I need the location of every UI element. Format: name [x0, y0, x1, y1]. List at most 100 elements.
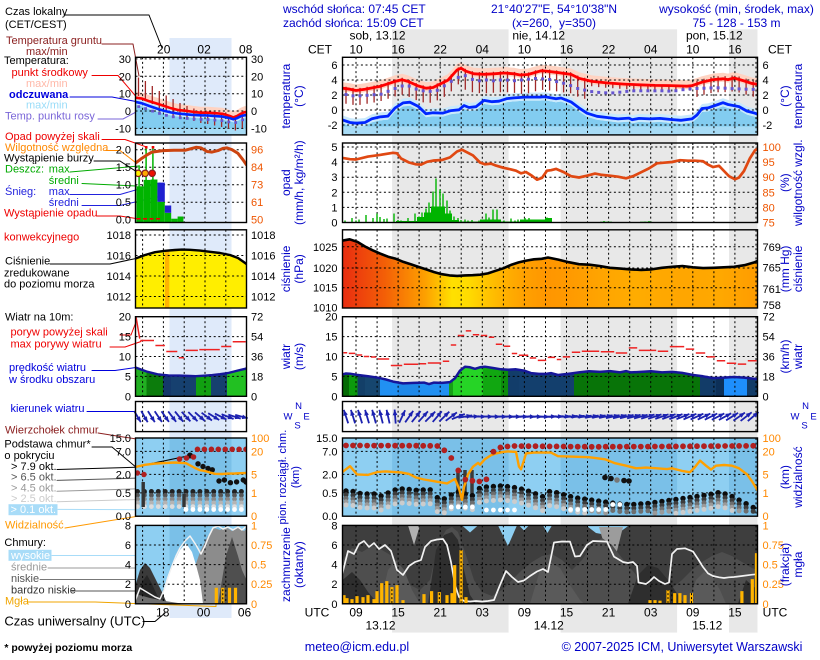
svg-text:Wystąpienie opadu: Wystąpienie opadu — [4, 208, 97, 220]
svg-text:(°C): (°C) — [778, 85, 792, 106]
svg-text:1018: 1018 — [107, 230, 131, 242]
svg-text:wschód słońca: 07:45 CET: wschód słońca: 07:45 CET — [282, 2, 426, 16]
svg-text:80: 80 — [763, 202, 775, 214]
svg-text:1020: 1020 — [313, 263, 337, 275]
svg-text:0.5: 0.5 — [322, 488, 337, 500]
svg-text:1014: 1014 — [251, 271, 275, 283]
svg-text:Czas lokalny: Czas lokalny — [5, 6, 68, 18]
svg-text:wysokie: wysokie — [10, 550, 50, 562]
svg-text:10: 10 — [119, 89, 131, 101]
svg-text:54: 54 — [251, 332, 263, 344]
svg-text:7.0: 7.0 — [116, 446, 131, 458]
svg-text:3: 3 — [331, 172, 337, 184]
svg-text:ciśnienie: ciśnienie — [279, 245, 293, 292]
svg-text:4: 4 — [331, 157, 337, 169]
svg-text:zredukowane: zredukowane — [4, 268, 69, 280]
svg-text:niskie: niskie — [11, 573, 39, 585]
svg-text:opad: opad — [279, 169, 293, 196]
svg-text:758: 758 — [763, 300, 781, 312]
svg-text:10: 10 — [686, 43, 700, 57]
svg-text:0: 0 — [763, 391, 769, 403]
svg-text:wiatr: wiatr — [279, 344, 293, 370]
svg-text:> 4.5 okt.: > 4.5 okt. — [11, 483, 57, 495]
svg-text:0: 0 — [125, 391, 131, 403]
svg-text:54: 54 — [763, 332, 775, 344]
svg-text:(hPa): (hPa) — [292, 254, 306, 283]
svg-text:Mgła: Mgła — [5, 596, 30, 608]
svg-text:85: 85 — [763, 187, 775, 199]
svg-text:30: 30 — [251, 54, 263, 66]
svg-text:08: 08 — [239, 43, 253, 57]
svg-text:100: 100 — [763, 433, 781, 445]
svg-text:-2: -2 — [328, 120, 338, 132]
svg-text:kierunek wiatru: kierunek wiatru — [11, 403, 85, 415]
svg-text:1.0: 1.0 — [116, 180, 131, 192]
svg-text:(oktanty): (oktanty) — [292, 541, 306, 588]
svg-text:max/min: max/min — [26, 78, 68, 90]
svg-text:18: 18 — [763, 371, 775, 383]
svg-text:2: 2 — [125, 579, 131, 591]
svg-text:5: 5 — [331, 371, 337, 383]
svg-text:5: 5 — [763, 469, 769, 481]
svg-text:0: 0 — [331, 599, 337, 611]
svg-text:20: 20 — [119, 71, 131, 83]
svg-text:1: 1 — [331, 202, 337, 214]
svg-text:-2: -2 — [763, 120, 773, 132]
svg-text:zachód słońca: 15:09 CET: zachód słońca: 15:09 CET — [283, 16, 424, 30]
svg-text:7.0: 7.0 — [322, 446, 337, 458]
svg-text:6: 6 — [331, 540, 337, 552]
svg-text:15: 15 — [560, 606, 574, 620]
svg-text:04: 04 — [476, 43, 490, 57]
svg-text:poryw powyżej skali: poryw powyżej skali — [11, 327, 108, 339]
svg-text:wysokość (min, środek, max): wysokość (min, środek, max) — [658, 2, 814, 16]
svg-text:09: 09 — [686, 606, 700, 620]
svg-text:pion. rozciągł. chm.: pion. rozciągł. chm. — [277, 430, 289, 525]
svg-text:0.0: 0.0 — [116, 215, 131, 227]
svg-text:5: 5 — [251, 469, 257, 481]
svg-text:max/min: max/min — [26, 100, 68, 112]
svg-text:> 2.5 okt.: > 2.5 okt. — [11, 493, 57, 505]
svg-text:1012: 1012 — [251, 292, 275, 304]
svg-text:temperatura: temperatura — [791, 63, 805, 128]
svg-text:0: 0 — [125, 106, 131, 118]
svg-text:2.0: 2.0 — [322, 469, 337, 481]
svg-text:14.12: 14.12 — [534, 619, 564, 633]
svg-text:5: 5 — [125, 371, 131, 383]
svg-text:(km): (km) — [290, 466, 302, 488]
svg-text:00: 00 — [197, 606, 211, 620]
svg-text:(frakcja): (frakcja) — [778, 543, 792, 586]
svg-text:(km/h): (km/h) — [778, 340, 792, 374]
svg-text:średni: średni — [49, 175, 79, 187]
svg-text:-10: -10 — [115, 123, 131, 135]
svg-text:max: max — [49, 186, 70, 198]
svg-text:prędkość wiatru: prędkość wiatru — [9, 362, 86, 374]
svg-text:Widzialność: Widzialność — [5, 520, 64, 532]
svg-text:20: 20 — [325, 312, 337, 324]
svg-text:(CET/CEST): (CET/CEST) — [5, 19, 67, 31]
svg-text:temperatura: temperatura — [279, 63, 293, 128]
svg-text:769: 769 — [763, 242, 781, 254]
svg-text:0: 0 — [331, 391, 337, 403]
svg-text:61: 61 — [251, 197, 263, 209]
svg-text:21: 21 — [434, 606, 448, 620]
svg-text:0.5: 0.5 — [116, 197, 131, 209]
svg-text:0: 0 — [331, 105, 337, 117]
svg-text:0.5: 0.5 — [251, 560, 266, 572]
svg-text:95: 95 — [763, 157, 775, 169]
svg-text:S: S — [801, 421, 807, 432]
svg-text:0: 0 — [331, 218, 337, 230]
svg-text:0: 0 — [763, 599, 769, 611]
svg-text:CET: CET — [768, 43, 793, 57]
svg-text:0: 0 — [251, 511, 257, 523]
svg-text:pon, 15.12: pon, 15.12 — [686, 29, 743, 43]
svg-text:15: 15 — [119, 332, 131, 344]
svg-text:> 6.5 okt.: > 6.5 okt. — [11, 472, 57, 484]
svg-text:1012: 1012 — [107, 292, 131, 304]
svg-text:UTC: UTC — [305, 606, 330, 620]
svg-text:0.75: 0.75 — [763, 540, 784, 552]
svg-text:S: S — [294, 421, 300, 432]
svg-text:73: 73 — [251, 180, 263, 192]
svg-text:0.5: 0.5 — [116, 488, 131, 500]
svg-text:zachmurzenie: zachmurzenie — [279, 527, 293, 602]
svg-text:8: 8 — [331, 520, 337, 532]
